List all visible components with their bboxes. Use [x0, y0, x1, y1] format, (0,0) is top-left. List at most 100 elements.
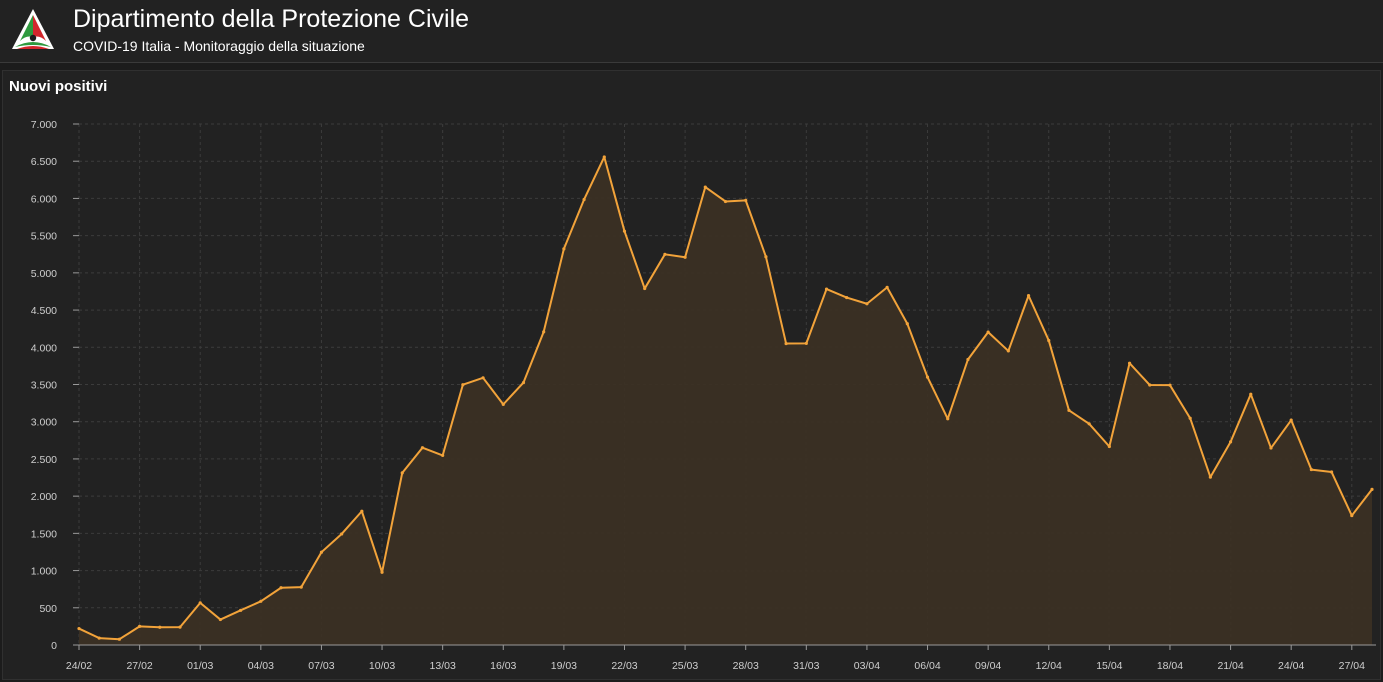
- data-point: [501, 402, 505, 406]
- x-tick-label: 16/03: [490, 660, 516, 672]
- data-point: [703, 185, 707, 189]
- data-point: [905, 322, 909, 326]
- data-point: [97, 636, 101, 640]
- x-tick-label: 21/04: [1217, 660, 1243, 672]
- data-point: [1289, 418, 1293, 422]
- protezione-civile-logo: [12, 9, 54, 49]
- y-tick-label: 6.000: [31, 193, 57, 205]
- data-point: [279, 586, 283, 590]
- y-tick-label: 3.000: [31, 417, 57, 429]
- data-point: [461, 383, 465, 387]
- data-point: [1168, 383, 1172, 387]
- data-point: [1188, 416, 1192, 420]
- data-point: [1329, 470, 1334, 474]
- x-tick-label: 01/03: [187, 660, 213, 672]
- x-tick-label: 24/04: [1278, 660, 1304, 672]
- data-point: [764, 255, 768, 259]
- x-tick-label: 31/03: [793, 660, 819, 672]
- y-tick-label: 500: [39, 603, 57, 615]
- x-tick-label: 13/03: [430, 660, 456, 672]
- x-tick-label: 15/04: [1096, 660, 1122, 672]
- y-tick-label: 5.000: [31, 268, 57, 280]
- x-tick-label: 09/04: [975, 660, 1001, 672]
- y-tick-label: 6.500: [31, 156, 57, 168]
- data-point: [1228, 440, 1233, 444]
- data-point: [602, 155, 606, 159]
- data-point: [1127, 361, 1132, 365]
- area-layer: [79, 156, 1372, 645]
- data-point: [1047, 338, 1051, 343]
- data-point: [340, 532, 344, 536]
- x-tick-label: 12/04: [1036, 660, 1062, 672]
- data-point: [542, 330, 546, 334]
- data-point: [360, 509, 364, 513]
- data-point: [845, 295, 849, 300]
- point-layer: [77, 155, 1374, 641]
- y-tick-label: 5.500: [31, 231, 57, 243]
- y-tick-label: 4.500: [31, 305, 57, 317]
- data-point: [400, 471, 404, 475]
- x-tick-label: 04/03: [248, 660, 274, 672]
- data-point: [380, 570, 384, 574]
- data-point: [117, 637, 122, 641]
- data-point: [925, 375, 930, 379]
- data-point: [521, 380, 526, 385]
- series-area: [79, 156, 1372, 645]
- x-tick-label: 19/03: [551, 660, 577, 672]
- data-point: [239, 608, 243, 612]
- data-point: [1006, 349, 1010, 353]
- app-header: Dipartimento della Protezione Civile COV…: [0, 0, 1383, 63]
- data-point: [481, 376, 485, 380]
- data-point: [966, 357, 970, 362]
- data-point: [218, 617, 223, 622]
- data-point: [824, 287, 829, 291]
- data-point: [744, 198, 748, 202]
- x-tick-label: 24/02: [66, 660, 92, 672]
- data-point: [865, 302, 869, 306]
- x-tick-label: 18/04: [1157, 660, 1183, 672]
- data-point: [138, 624, 142, 628]
- data-point: [198, 601, 202, 605]
- y-tick-label: 1.500: [31, 528, 57, 540]
- data-point: [319, 550, 324, 554]
- data-point: [986, 330, 990, 334]
- axis-layer: [73, 123, 1376, 650]
- x-tick-label: 25/03: [672, 660, 698, 672]
- app-title: Dipartimento della Protezione Civile: [73, 5, 470, 33]
- data-point: [1107, 444, 1111, 449]
- y-tick-label: 0: [51, 640, 57, 652]
- data-point: [1208, 475, 1212, 479]
- x-tick-label: 22/03: [611, 660, 637, 672]
- data-point: [562, 247, 566, 251]
- data-point: [784, 341, 788, 346]
- data-point: [77, 626, 81, 631]
- data-point: [420, 446, 425, 450]
- label-layer: 0 500 1.000 1.500 2.000 2.500 3.000 3.500 4.000 4…: [31, 119, 1365, 672]
- data-point: [1370, 487, 1374, 491]
- x-tick-label: 06/04: [914, 660, 940, 672]
- data-point: [1350, 513, 1354, 518]
- data-point: [663, 252, 667, 256]
- data-point: [582, 197, 586, 202]
- app-subtitle: COVID-19 Italia - Monitoraggio della sit…: [73, 38, 365, 54]
- data-point: [683, 255, 687, 259]
- data-point: [259, 599, 263, 603]
- data-point: [158, 625, 162, 629]
- x-tick-label: 03/04: [854, 660, 880, 672]
- data-point: [804, 341, 808, 345]
- data-point: [1309, 467, 1313, 472]
- data-point: [1026, 294, 1031, 298]
- data-point: [885, 285, 889, 289]
- y-tick-label: 3.500: [31, 380, 57, 392]
- data-point: [441, 453, 445, 458]
- data-point: [1148, 383, 1152, 387]
- data-point: [622, 229, 627, 233]
- x-tick-label: 27/02: [126, 660, 152, 672]
- x-tick-label: 10/03: [369, 660, 395, 672]
- data-point: [723, 199, 728, 204]
- data-point: [1249, 392, 1253, 396]
- y-tick-label: 4.000: [31, 342, 57, 354]
- data-point: [299, 585, 303, 589]
- data-point: [1087, 422, 1091, 426]
